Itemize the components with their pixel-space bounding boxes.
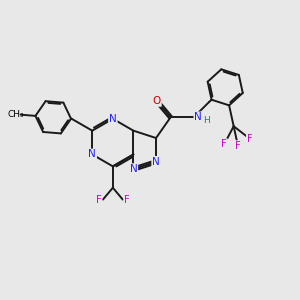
Text: F: F bbox=[124, 195, 130, 205]
Text: H: H bbox=[203, 116, 210, 125]
Text: N: N bbox=[88, 149, 96, 160]
Text: N: N bbox=[152, 157, 160, 167]
Text: CH₃: CH₃ bbox=[7, 110, 24, 119]
Text: O: O bbox=[153, 96, 161, 106]
Text: F: F bbox=[247, 134, 253, 144]
Text: N: N bbox=[194, 112, 202, 122]
Text: N: N bbox=[130, 164, 137, 174]
Text: F: F bbox=[221, 139, 227, 149]
Text: N: N bbox=[109, 114, 117, 124]
Text: F: F bbox=[96, 195, 102, 205]
Text: F: F bbox=[235, 141, 241, 151]
